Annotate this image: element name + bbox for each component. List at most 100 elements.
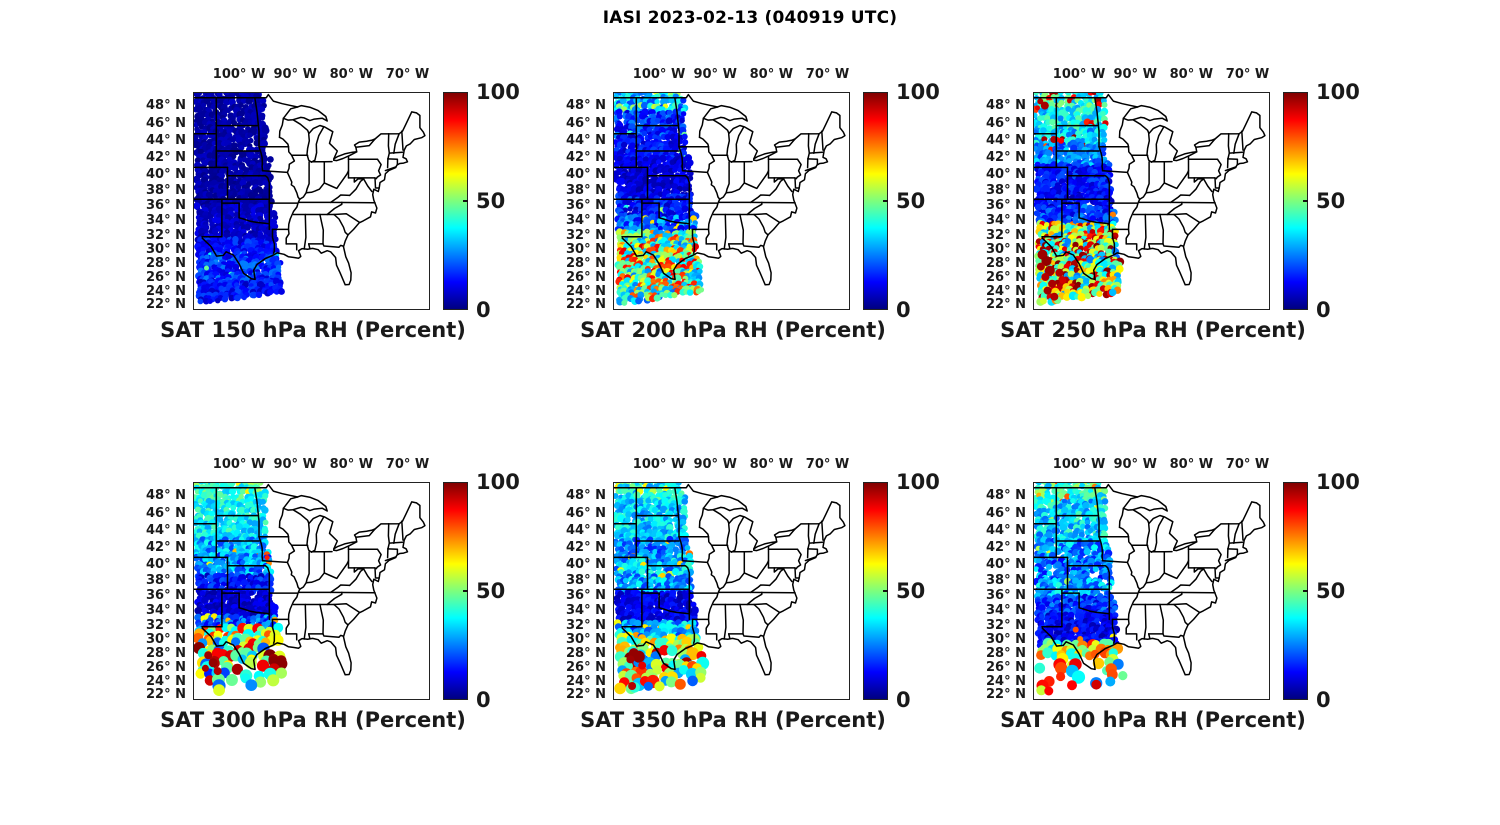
lon-tick-label: 90° W <box>273 457 317 472</box>
lat-tick-label: 38° N <box>566 182 606 198</box>
panel-title: SAT 400 hPa RH (Percent) <box>1000 708 1306 732</box>
map-svg <box>1033 482 1270 700</box>
lat-tick-label: 44° N <box>986 523 1026 539</box>
colorbar-tick-label: 100 <box>896 470 940 494</box>
axes-frame <box>1033 92 1270 310</box>
panel-title: SAT 300 hPa RH (Percent) <box>160 708 466 732</box>
lat-tick-label: 28° N <box>146 646 186 662</box>
lat-tick-label: 24° N <box>986 673 1026 689</box>
lat-tick-label: 32° N <box>986 617 1026 633</box>
lat-tick-label: 26° N <box>146 270 186 286</box>
colorbar-tick-label: 0 <box>476 298 491 322</box>
colorbar-tick-label: 100 <box>1316 80 1360 104</box>
lon-tick-label: 90° W <box>273 67 317 82</box>
lat-tick-label: 36° N <box>566 587 606 603</box>
lat-tick-label: 44° N <box>146 523 186 539</box>
map-svg <box>193 92 430 310</box>
map-svg <box>613 92 850 310</box>
colorbar-tick-label: 0 <box>896 688 911 712</box>
lon-tick-label: 80° W <box>749 457 794 472</box>
lat-tick-label: 36° N <box>566 197 606 213</box>
colorbar-mid-tick <box>883 200 888 202</box>
lat-tick-label: 24° N <box>566 673 606 689</box>
axes-frame <box>1033 482 1270 700</box>
lat-tick-label: 34° N <box>146 213 186 229</box>
lat-tick-label: 46° N <box>986 116 1026 132</box>
panel-sat-150hpa: 100° W 90° W 80° W 70° W 48° N 46° N 44° N 42° … <box>146 67 520 342</box>
lon-tick-label: 100° W <box>212 457 266 472</box>
lat-tick-label: 24° N <box>566 283 606 299</box>
lat-tick-label: 24° N <box>146 673 186 689</box>
colorbar-tick-label: 50 <box>896 189 926 213</box>
lon-tick-label: 80° W <box>329 67 374 82</box>
lat-tick-label: 26° N <box>566 660 606 676</box>
lon-tick-label: 80° W <box>1169 67 1214 82</box>
colorbar-mid-tick <box>463 200 468 202</box>
colorbar-mid-tick <box>1303 590 1308 592</box>
lon-tick-label: 90° W <box>693 67 737 82</box>
lat-tick-label: 48° N <box>146 487 186 503</box>
axes-frame <box>193 482 430 700</box>
colorbar-tick-label: 0 <box>896 298 911 322</box>
colorbar-tick-label: 100 <box>896 80 940 104</box>
lat-tick-label: 24° N <box>986 283 1026 299</box>
state-outlines <box>193 483 426 676</box>
lon-tick-label: 90° W <box>693 457 737 472</box>
lat-tick-label: 46° N <box>146 116 186 132</box>
axes-frame <box>613 482 850 700</box>
state-outlines <box>613 93 846 286</box>
state-outlines <box>193 93 426 286</box>
lat-tick-label: 46° N <box>146 506 186 522</box>
lat-tick-label: 26° N <box>566 270 606 286</box>
panel-sat-200hpa: 100° W 90° W 80° W 70° W 48° N 46° N 44° N 42° … <box>566 67 940 342</box>
axes-frame <box>193 92 430 310</box>
lat-tick-label: 28° N <box>146 256 186 272</box>
lat-tick-label: 36° N <box>986 587 1026 603</box>
colorbar-mid-tick <box>883 590 888 592</box>
lat-tick-label: 48° N <box>566 487 606 503</box>
colorbar-tick-label: 100 <box>476 470 520 494</box>
lat-tick-label: 22° N <box>146 297 186 313</box>
lat-tick-label: 28° N <box>566 256 606 272</box>
lat-tick-label: 22° N <box>566 687 606 703</box>
lat-tick-label: 30° N <box>986 632 1026 648</box>
colorbar-tick-label: 50 <box>896 579 926 603</box>
panel-sat-300hpa: 100° W 90° W 80° W 70° W 48° N 46° N 44° N 42° … <box>146 457 520 732</box>
lon-tick-label: 70° W <box>385 67 430 82</box>
lat-tick-label: 40° N <box>146 556 186 572</box>
lat-tick-label: 38° N <box>986 572 1026 588</box>
lat-tick-label: 28° N <box>986 646 1026 662</box>
lat-tick-label: 40° N <box>566 166 606 182</box>
colorbar-tick-label: 0 <box>476 688 491 712</box>
lat-tick-label: 46° N <box>566 116 606 132</box>
colorbar-tick-label: 100 <box>1316 470 1360 494</box>
lon-tick-label: 70° W <box>805 457 850 472</box>
lat-tick-label: 38° N <box>566 572 606 588</box>
map-svg <box>1033 92 1270 310</box>
lat-tick-label: 30° N <box>146 242 186 258</box>
colorbar-mid-tick <box>463 590 468 592</box>
lat-tick-label: 42° N <box>986 540 1026 556</box>
lat-tick-label: 30° N <box>146 632 186 648</box>
lat-tick-label: 22° N <box>566 297 606 313</box>
axes-frame <box>613 92 850 310</box>
lat-tick-label: 44° N <box>146 133 186 149</box>
lat-tick-label: 32° N <box>146 227 186 243</box>
lat-tick-label: 36° N <box>146 587 186 603</box>
colorbar-tick-label: 50 <box>476 579 506 603</box>
lat-tick-label: 22° N <box>986 687 1026 703</box>
lat-tick-label: 26° N <box>986 270 1026 286</box>
lat-tick-label: 42° N <box>146 150 186 166</box>
lon-tick-label: 100° W <box>632 457 686 472</box>
lat-tick-label: 42° N <box>566 150 606 166</box>
state-outlines <box>1033 93 1266 286</box>
panel-sat-350hpa: 100° W 90° W 80° W 70° W 48° N 46° N 44° N 42° … <box>566 457 940 732</box>
lon-tick-label: 80° W <box>1169 457 1214 472</box>
colorbar-tick-label: 0 <box>1316 298 1331 322</box>
colorbar-mid-tick <box>1303 200 1308 202</box>
lat-tick-label: 44° N <box>566 523 606 539</box>
lat-tick-label: 42° N <box>566 540 606 556</box>
lat-tick-label: 28° N <box>566 646 606 662</box>
lat-tick-label: 34° N <box>986 213 1026 229</box>
